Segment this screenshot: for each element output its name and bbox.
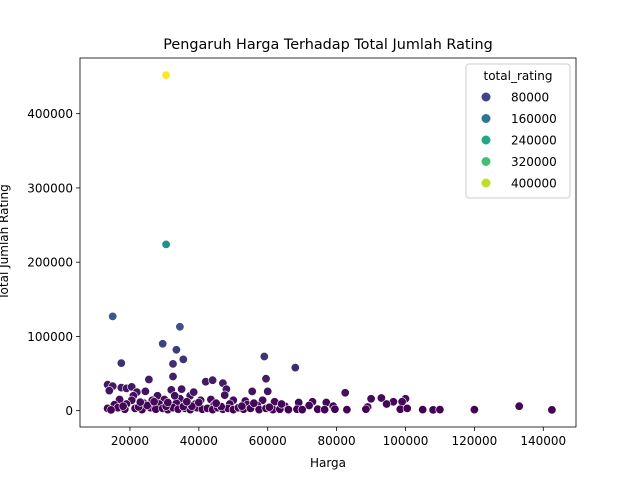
data-point <box>144 374 154 384</box>
data-point <box>149 397 159 407</box>
data-point <box>158 339 168 349</box>
data-point <box>402 403 412 413</box>
data-point <box>168 371 178 381</box>
data-point <box>178 354 188 364</box>
data-point <box>340 388 350 398</box>
data-point <box>208 375 218 385</box>
legend-label: 240000 <box>511 134 557 148</box>
data-point <box>161 239 171 249</box>
data-point <box>104 386 114 396</box>
data-point <box>220 390 230 400</box>
data-point <box>304 400 314 410</box>
data-point <box>249 398 259 408</box>
data-point <box>259 351 269 361</box>
legend-marker <box>480 91 492 103</box>
legend-title: total_rating <box>484 69 553 83</box>
data-point <box>175 322 185 332</box>
x-axis-title: Harga <box>310 456 346 470</box>
data-point <box>276 399 286 409</box>
data-point <box>320 405 330 415</box>
data-point <box>182 397 192 407</box>
y-tick-label: 100000 <box>27 330 73 344</box>
data-point <box>237 401 247 411</box>
legend-marker <box>480 177 492 189</box>
points-layer <box>103 70 557 415</box>
legend: total_rating 80000 160000 240000 320000 4000… <box>465 63 571 199</box>
data-point <box>118 401 128 411</box>
data-point <box>261 374 271 384</box>
data-point <box>163 397 173 407</box>
data-point <box>194 397 204 407</box>
data-point <box>263 386 273 396</box>
data-point <box>547 405 557 415</box>
data-point <box>170 391 180 401</box>
legend-label: 80000 <box>511 91 549 105</box>
data-point <box>514 401 524 411</box>
y-axis-title: Total Jumlah Rating <box>0 184 11 300</box>
data-point <box>361 404 371 414</box>
data-point <box>189 387 199 397</box>
data-point <box>366 394 376 404</box>
legend-marker <box>480 156 492 167</box>
data-point <box>418 405 428 415</box>
data-point <box>382 399 392 409</box>
data-point <box>330 404 340 414</box>
data-point <box>106 405 116 415</box>
data-point <box>283 405 293 415</box>
y-tick-label: 0 <box>65 404 73 418</box>
data-point <box>290 363 300 373</box>
legend-marker <box>480 134 492 146</box>
data-point <box>211 398 221 408</box>
legend-label: 320000 <box>511 155 557 169</box>
legend-label: 400000 <box>511 177 557 191</box>
y-tick-label: 300000 <box>27 181 73 195</box>
data-point <box>161 70 171 80</box>
x-tick-label: 60000 <box>249 434 287 448</box>
data-point <box>264 402 274 412</box>
data-point <box>469 405 479 415</box>
legend-box <box>465 63 571 199</box>
data-point <box>342 405 352 415</box>
x-tick-label: 100000 <box>383 434 429 448</box>
data-point <box>135 397 145 407</box>
data-point <box>116 358 126 368</box>
legend-label: 160000 <box>511 112 557 126</box>
x-tick-label: 80000 <box>318 434 356 448</box>
x-tick-label: 40000 <box>180 434 218 448</box>
data-point <box>376 393 386 403</box>
x-tick-label: 120000 <box>451 434 497 448</box>
data-point <box>177 384 187 394</box>
data-point <box>297 405 307 415</box>
x-tick-label: 140000 <box>520 434 566 448</box>
chart-title: Pengaruh Harga Terhadap Total Jumlah Rat… <box>163 37 493 53</box>
x-tick-label: 20000 <box>111 434 149 448</box>
y-tick-label: 200000 <box>27 256 73 270</box>
y-tick-label: 400000 <box>27 107 73 121</box>
data-point <box>108 311 118 321</box>
legend-marker <box>480 113 492 124</box>
data-point <box>435 405 445 415</box>
data-point <box>140 386 150 396</box>
data-point <box>247 386 257 396</box>
data-point <box>171 345 181 355</box>
y-axis: 0 100000 200000 300000 400000 <box>27 107 80 418</box>
data-point <box>168 359 178 369</box>
plot-frame <box>79 57 577 428</box>
x-axis: 20000 40000 60000 80000 100000 120000 140000 <box>111 427 566 448</box>
